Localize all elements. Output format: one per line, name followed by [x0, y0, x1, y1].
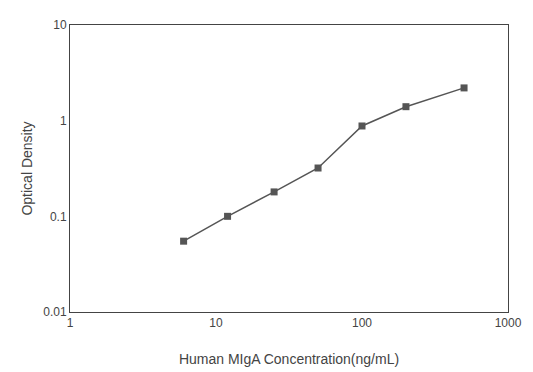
svg-text:1: 1: [67, 316, 74, 330]
svg-text:1: 1: [60, 114, 67, 128]
svg-text:0.1: 0.1: [50, 210, 67, 224]
svg-text:1000: 1000: [495, 316, 522, 330]
svg-text:10: 10: [53, 18, 67, 32]
svg-text:10: 10: [209, 316, 223, 330]
svg-text:0.01: 0.01: [43, 305, 67, 319]
svg-text:100: 100: [352, 316, 372, 330]
svg-text:Human MIgA Concentration(ng/mL: Human MIgA Concentration(ng/mL): [179, 351, 399, 367]
svg-text:Optical Density: Optical Density: [19, 121, 35, 215]
